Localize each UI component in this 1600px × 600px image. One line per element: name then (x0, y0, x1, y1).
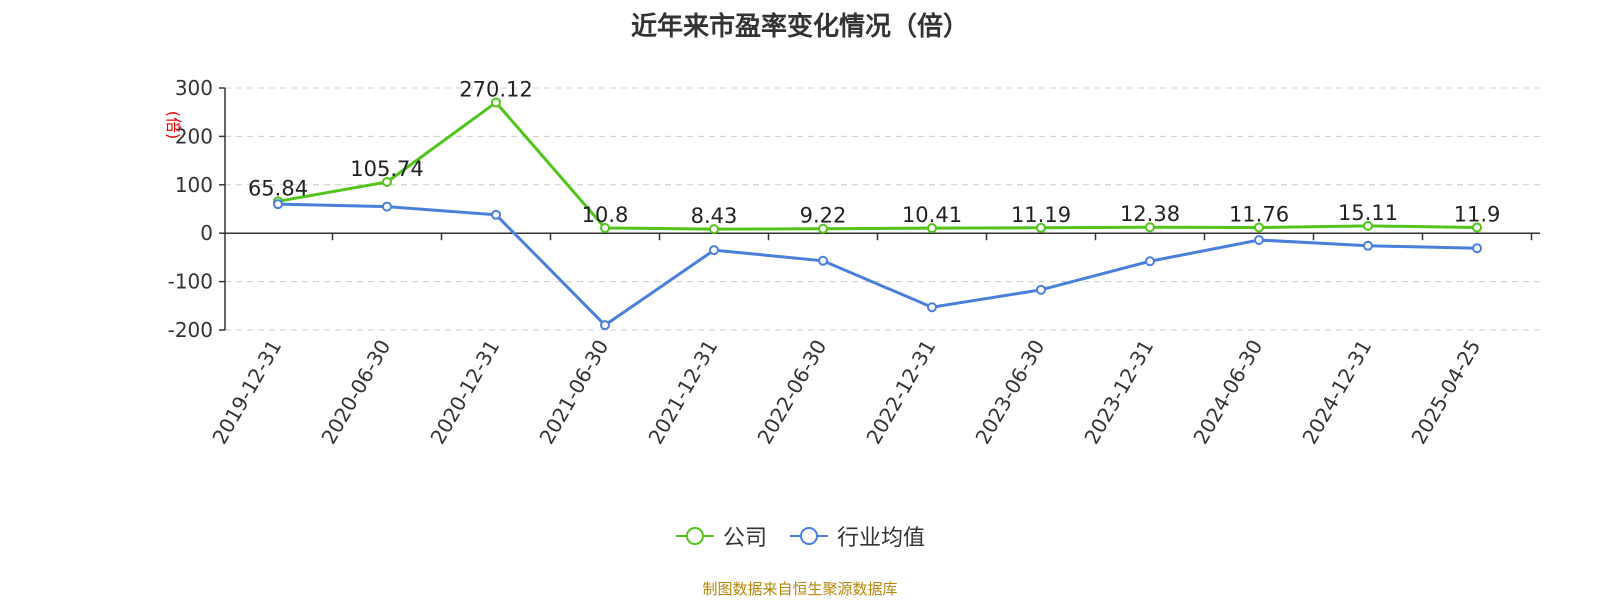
series-line-0 (277, 100, 1478, 231)
y-tick-label: 300 (175, 76, 213, 100)
y-axis-unit-label: (倍) (164, 111, 183, 140)
x-tick-label: 2020-06-30 (316, 336, 395, 449)
data-point (1363, 240, 1373, 251)
data-point (818, 255, 828, 266)
data-label: 11.19 (1011, 203, 1071, 227)
data-labels: 65.84 105.74 270.12 10.8 8.43 9.22 10.41 11.19 1… (248, 77, 1500, 228)
data-label: 65.84 (248, 176, 308, 200)
chart-title: 近年来市盈率变化情况（倍） (630, 12, 969, 42)
data-point (1472, 243, 1482, 254)
legend-item-company[interactable]: 公司 (675, 520, 767, 552)
data-point (1254, 234, 1264, 245)
data-point (1363, 220, 1373, 231)
data-label: 105.74 (350, 157, 423, 181)
legend-label-industry: 行业均值 (837, 526, 926, 551)
x-tick-label: 2021-06-30 (534, 336, 613, 449)
data-point (1036, 284, 1046, 295)
legend-label-company: 公司 (722, 526, 767, 551)
series-line-1 (277, 202, 1478, 328)
data-label: 11.76 (1229, 203, 1289, 227)
data-label: 10.41 (902, 203, 962, 227)
axes: 300 200 100 0 -100 -200 (倍) 2019-12-31 2020-06-3… (164, 76, 1540, 448)
x-tick-label: 2024-12-31 (1297, 336, 1376, 449)
data-label: 270.12 (459, 77, 532, 101)
data-point (382, 201, 392, 212)
y-tick-label: -200 (168, 318, 213, 342)
x-tick-label: 2021-12-31 (643, 336, 722, 449)
legend-line-circle-icon (675, 527, 714, 545)
x-tick-label: 2024-06-30 (1188, 336, 1267, 449)
data-point (709, 245, 719, 256)
data-label: 11.9 (1454, 202, 1501, 226)
y-tick-label: 200 (175, 124, 213, 148)
data-label: 15.11 (1338, 201, 1398, 225)
data-point (273, 199, 283, 210)
source-note: 制图数据来自恒生聚源数据库 (702, 580, 898, 598)
y-tick-label: 100 (175, 173, 213, 197)
data-point (709, 224, 719, 235)
data-label: 9.22 (800, 204, 847, 228)
x-tick-label: 2022-06-30 (752, 336, 831, 449)
legend-item-industry[interactable]: 行业均值 (789, 520, 925, 552)
data-point (600, 222, 610, 233)
data-label: 10.8 (582, 203, 629, 227)
x-tick-label: 2019-12-31 (207, 336, 286, 449)
data-point (927, 223, 937, 234)
x-tick-label: 2025-04-25 (1406, 336, 1485, 449)
x-tick-label: 2023-12-31 (1079, 336, 1158, 449)
data-point (927, 302, 937, 313)
x-tick-label: 2023-06-30 (970, 336, 1049, 449)
data-point (818, 223, 828, 234)
legend-line-circle-icon (790, 527, 828, 545)
data-label: 8.43 (691, 204, 738, 228)
y-tick-label: 0 (200, 221, 213, 245)
data-point (382, 177, 392, 188)
data-label: 12.38 (1120, 202, 1180, 226)
series-lines (277, 100, 1478, 328)
data-point (600, 320, 610, 331)
data-point (1145, 222, 1155, 233)
data-points (273, 97, 1482, 331)
y-tick-label: -100 (168, 270, 213, 294)
x-tick-label: 2020-12-31 (425, 336, 504, 449)
data-point (491, 97, 501, 108)
data-point (491, 209, 501, 220)
data-point (1036, 222, 1046, 233)
data-point (1472, 222, 1482, 233)
x-tick-label: 2022-12-31 (861, 336, 940, 449)
legend: 公司 行业均值 (0, 520, 1600, 552)
data-point (1254, 222, 1264, 233)
data-point (1145, 256, 1155, 267)
